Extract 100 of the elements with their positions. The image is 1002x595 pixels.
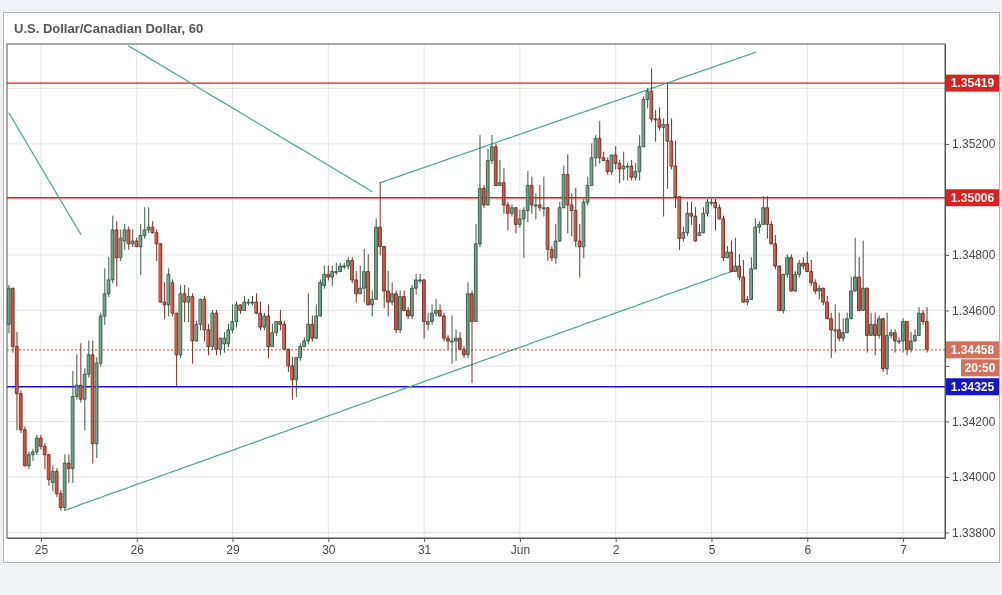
ref-line-label: 1.34325 — [950, 379, 995, 394]
candlestick — [135, 237, 139, 248]
x-tick-label: 30 — [322, 542, 336, 557]
candlestick — [833, 304, 837, 353]
candlestick — [881, 318, 885, 372]
y-tick-label: 1.34000 — [952, 470, 996, 485]
candlestick — [190, 293, 195, 364]
candlestick — [422, 279, 426, 339]
candlestick — [905, 321, 909, 356]
candlestick — [326, 265, 330, 281]
candlestick — [91, 340, 95, 464]
candlestick — [725, 246, 730, 259]
candlestick — [861, 240, 865, 311]
candlestick — [270, 323, 275, 348]
candlestick — [470, 290, 474, 384]
x-tick-label: 31 — [417, 542, 432, 557]
candlestick — [925, 307, 929, 353]
candlestick — [865, 287, 869, 353]
candlestick — [79, 343, 83, 403]
x-tick-label: 29 — [226, 542, 241, 557]
candlestick — [183, 284, 187, 323]
candlestick — [893, 329, 897, 353]
candlestick — [877, 315, 881, 339]
x-tick-label: 2 — [612, 542, 620, 557]
candlestick — [306, 293, 310, 345]
candlestick — [885, 312, 889, 375]
candlestick — [622, 151, 626, 181]
candlestick — [115, 221, 119, 286]
candlestick — [366, 254, 370, 306]
candlestick — [330, 265, 334, 286]
line-series — [64, 268, 741, 511]
candlestick — [733, 237, 738, 273]
x-tick-label: 6 — [804, 542, 812, 557]
candlestick — [494, 143, 498, 187]
y-tick-label: 1.34600 — [952, 303, 996, 318]
candlestick — [817, 284, 821, 300]
candlestick — [729, 240, 734, 273]
candlestick — [610, 154, 614, 175]
candlestick — [566, 154, 570, 234]
candlestick — [498, 160, 502, 187]
candlestick — [179, 284, 183, 359]
candlestick — [837, 312, 841, 342]
candlestick — [630, 160, 634, 181]
candlestick — [873, 312, 877, 356]
candlestick — [51, 465, 55, 492]
candlestick — [665, 82, 670, 189]
candlestick — [167, 268, 171, 317]
y-tick-label: 1.33800 — [952, 525, 996, 540]
candlestick — [390, 282, 394, 306]
line-series — [8, 112, 82, 235]
x-tick-label: 25 — [34, 542, 49, 557]
candlestick — [542, 176, 546, 217]
x-tick-label: 5 — [708, 542, 716, 557]
candlestick — [510, 204, 514, 217]
candlestick — [661, 118, 666, 217]
candlestick — [346, 257, 350, 270]
chart-title: U.S. Dollar/Canadian Dollar, 60 — [14, 21, 204, 36]
candlestick — [127, 226, 131, 250]
x-tick-label: Jun — [510, 542, 531, 557]
candlestick — [250, 296, 255, 306]
ref-line-label: 1.35006 — [950, 190, 995, 205]
candlestick — [362, 248, 366, 303]
line-series — [379, 51, 756, 184]
candlestick — [482, 185, 486, 209]
y-tick-label: 1.35200 — [952, 137, 996, 152]
candlestick — [909, 332, 913, 353]
y-tick-label: 1.34200 — [952, 414, 996, 429]
candlestick — [214, 309, 219, 356]
candlestick — [210, 309, 215, 350]
candlestick — [857, 257, 861, 311]
candlestick — [310, 315, 314, 342]
candlestick — [534, 193, 538, 220]
candlestick — [238, 304, 243, 314]
candlestick — [450, 315, 454, 364]
ref-line-label: 1.34458 — [950, 343, 995, 358]
candlestick — [262, 312, 267, 331]
candlestick — [266, 304, 271, 359]
candlestick — [67, 454, 71, 483]
candlestick — [63, 454, 67, 511]
line-series — [128, 45, 373, 193]
candlestick — [242, 296, 247, 311]
candlestick — [398, 290, 402, 334]
candlestick — [7, 284, 11, 334]
candlestick — [338, 262, 342, 273]
x-tick-label: 7 — [900, 542, 908, 557]
y-tick-label: 1.34800 — [952, 248, 996, 263]
candlestick — [530, 176, 534, 214]
candlestick — [187, 287, 191, 323]
candlestick — [901, 318, 905, 353]
candlestick — [27, 451, 31, 470]
candlestick — [789, 254, 793, 292]
candlestick — [514, 207, 518, 234]
candlestick — [466, 282, 470, 359]
x-tick-label: 26 — [130, 542, 145, 557]
candlestick — [131, 229, 135, 248]
candlestick — [713, 198, 718, 231]
ref-line-label: 1.35419 — [950, 76, 995, 91]
candlestick — [394, 290, 398, 334]
candlestick — [869, 312, 873, 336]
candlestick — [538, 185, 542, 212]
